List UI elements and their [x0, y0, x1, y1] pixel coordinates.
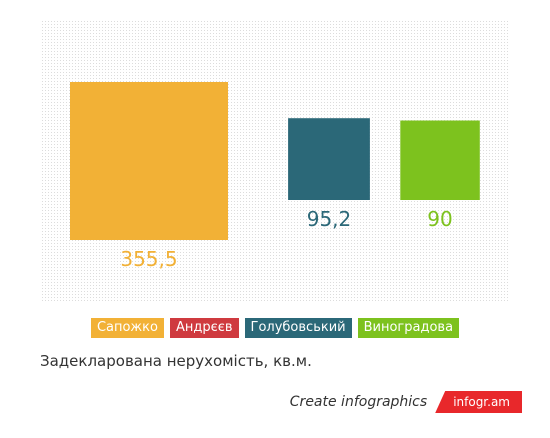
- square-1[interactable]: [70, 82, 228, 240]
- square-3[interactable]: [288, 118, 370, 200]
- legend-item-3[interactable]: Голубовський: [244, 318, 352, 338]
- chart: 355,5 95,2 90: [40, 20, 510, 302]
- value-label-4: 90: [427, 207, 452, 231]
- value-label-1: 355,5: [120, 247, 177, 271]
- square-4[interactable]: [400, 120, 480, 201]
- chart-caption: Задекларована нерухомість, кв.м.: [40, 352, 312, 370]
- legend-item-4[interactable]: Виноградова: [357, 318, 460, 338]
- legend-item-1[interactable]: Сапожко: [90, 318, 164, 338]
- branding-text[interactable]: Create infographics: [289, 394, 428, 410]
- infogram-logo[interactable]: infogr.am: [435, 391, 522, 413]
- value-label-3: 95,2: [307, 207, 352, 231]
- legend: Сапожко Андрєєв Голубовський Виноградова: [0, 318, 550, 338]
- branding[interactable]: Create infographics infogr.am: [290, 391, 522, 413]
- legend-item-2[interactable]: Андрєєв: [169, 318, 239, 338]
